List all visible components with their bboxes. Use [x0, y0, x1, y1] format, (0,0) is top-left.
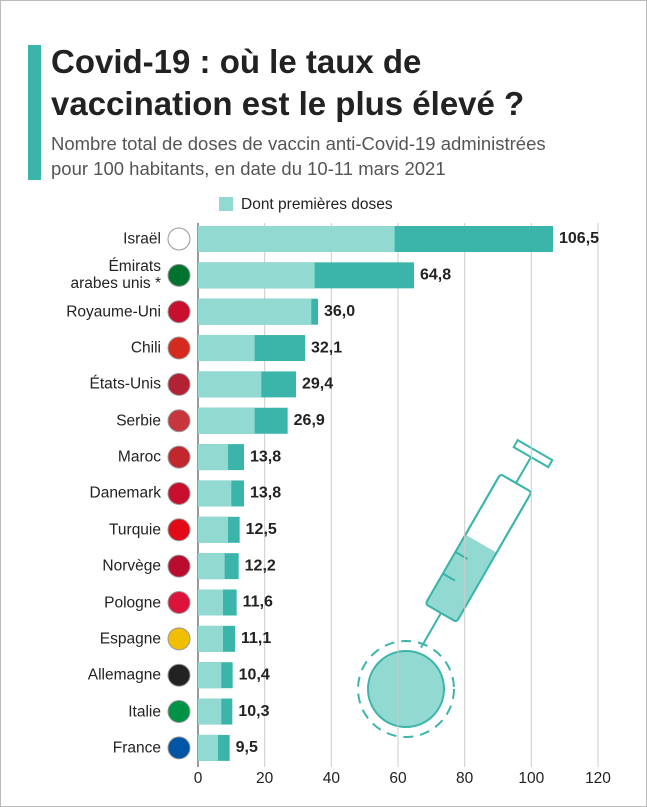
- flag-icon: [167, 481, 191, 505]
- bar: [198, 444, 228, 471]
- bar: [198, 407, 255, 434]
- bar: [198, 553, 225, 580]
- syringe-illustration: [357, 438, 554, 738]
- value-label: 9,5: [236, 739, 258, 756]
- bar: [198, 480, 232, 507]
- category-label: Espagne: [99, 630, 161, 648]
- x-tick-label: 100: [518, 770, 544, 787]
- bar: [198, 516, 228, 543]
- flag-icon: [167, 336, 191, 360]
- bar: [198, 625, 223, 652]
- category-label: Royaume-Uni: [66, 303, 161, 321]
- flag-icon: [167, 409, 191, 433]
- bar: [198, 226, 395, 252]
- x-tick-label: 0: [194, 770, 203, 787]
- value-label: 29,4: [302, 376, 333, 393]
- flag-icon: [167, 263, 191, 287]
- value-label: 64,8: [420, 267, 451, 284]
- bar: [198, 335, 255, 362]
- value-label: 12,5: [246, 521, 277, 538]
- flag-icon: [167, 591, 191, 614]
- value-label: 26,9: [294, 412, 325, 429]
- category-label: Émirats arabes unis *: [70, 258, 161, 293]
- flag-icon: [167, 700, 191, 724]
- x-tick-label: 80: [456, 770, 474, 787]
- flag-icon: [167, 663, 191, 687]
- bar: [198, 371, 262, 398]
- x-tick-label: 20: [256, 770, 274, 787]
- category-label: États-Unis: [89, 375, 162, 393]
- bar: [198, 298, 312, 325]
- flag-icon: [167, 445, 191, 469]
- value-label: 11,1: [241, 630, 271, 647]
- category-label: Maroc: [117, 448, 161, 466]
- value-label: 10,3: [238, 703, 269, 720]
- flag-icon: [167, 554, 191, 578]
- category-label: Italie: [128, 703, 161, 721]
- chart-title: Covid-19 : où le taux de vaccination est…: [51, 43, 525, 122]
- value-label: 12,2: [245, 557, 276, 574]
- x-tick-label: 40: [323, 770, 341, 787]
- x-tick-label: 120: [585, 770, 611, 787]
- legend-swatch: [219, 197, 233, 211]
- flag-icon: [167, 518, 191, 542]
- category-label: Turquie: [109, 521, 161, 539]
- value-label: 13,8: [250, 485, 281, 502]
- category-label: Norvège: [102, 557, 161, 575]
- bar: [198, 662, 222, 689]
- value-label: 10,4: [239, 666, 270, 683]
- category-label: Danemark: [89, 484, 162, 502]
- category-label: Israël: [123, 230, 161, 248]
- category-label: Pologne: [104, 594, 161, 611]
- bar: [198, 734, 218, 761]
- value-label: 11,6: [243, 594, 273, 611]
- flag-icon: [167, 736, 191, 760]
- chart-subtitle: Nombre total de doses de vaccin anti-Cov…: [51, 133, 546, 179]
- value-label: 106,5: [559, 230, 599, 247]
- category-label: Allemagne: [87, 666, 161, 684]
- category-label: France: [112, 739, 161, 757]
- flag-icon: [167, 372, 191, 396]
- bar: [198, 698, 222, 725]
- x-tick-label: 60: [389, 770, 407, 787]
- category-label: Chili: [130, 339, 161, 357]
- bar: [198, 589, 223, 616]
- flag-icon: [167, 627, 191, 651]
- bar: [198, 262, 315, 289]
- value-label: 36,0: [324, 303, 355, 320]
- accent-bar: [28, 45, 41, 180]
- flag-icon: [167, 300, 191, 324]
- value-label: 32,1: [311, 339, 342, 356]
- flag-icon: [167, 227, 191, 251]
- value-label: 13,8: [250, 448, 281, 465]
- legend-label: Dont premières doses: [241, 196, 393, 213]
- category-label: Serbie: [116, 412, 161, 430]
